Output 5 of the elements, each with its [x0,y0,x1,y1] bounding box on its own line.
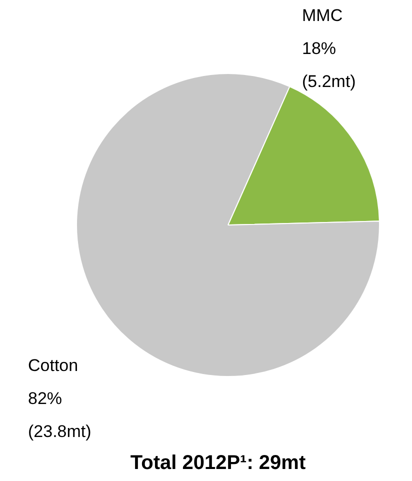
slice-label: Cotton [28,356,78,376]
slice-label: MMC [302,6,343,26]
text: Total 2012P¹: 29mt [129,452,307,475]
data-label: 18% (5.2mt) [302,39,356,92]
data-label: 82% (23.8mt) [28,389,92,442]
